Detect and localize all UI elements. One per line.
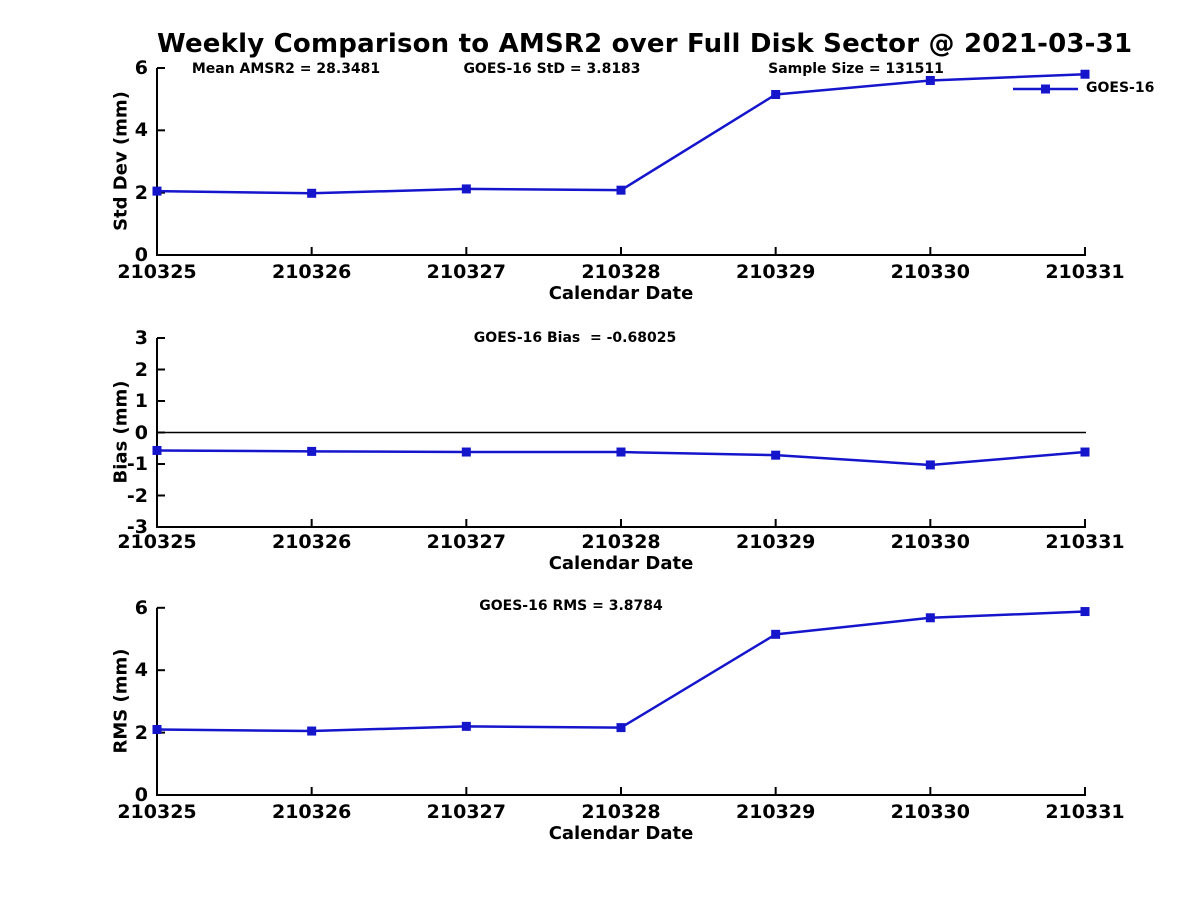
y-tick-label: -3 xyxy=(126,516,148,538)
x-tick-label: 210331 xyxy=(1045,531,1125,553)
x-tick-label: 210330 xyxy=(890,801,970,823)
figure-title: Weekly Comparison to AMSR2 over Full Dis… xyxy=(157,29,1133,59)
y-tick-label: 1 xyxy=(134,390,148,412)
x-tick-label: 210330 xyxy=(890,261,970,283)
annotation-goes16-rms: GOES-16 RMS = 3.8784 xyxy=(479,598,663,614)
x-tick-label: 210331 xyxy=(1045,801,1125,823)
x-tick-label: 210328 xyxy=(581,801,661,823)
y-tick-label: 2 xyxy=(134,358,148,381)
x-tick-label: 210329 xyxy=(735,801,816,823)
y-tick-label: 2 xyxy=(134,721,148,744)
series-marker-square xyxy=(461,721,471,731)
series-line-goes16 xyxy=(156,610,1086,733)
x-axis-title-bias: Calendar Date xyxy=(548,553,694,574)
series-marker-square xyxy=(152,445,162,455)
x-tick-label: 210328 xyxy=(581,261,661,283)
series-marker-square xyxy=(1080,607,1090,617)
x-axis-title-rms: Calendar Date xyxy=(548,823,694,844)
series-marker-square xyxy=(616,447,626,457)
series-marker-square xyxy=(307,188,317,198)
legend-marker-square xyxy=(1041,84,1050,94)
x-tick-label: 210325 xyxy=(117,801,197,823)
series-marker-square xyxy=(307,446,317,456)
series-marker-square xyxy=(925,460,935,470)
series-marker-square xyxy=(1080,447,1090,457)
x-tick-label: 210328 xyxy=(581,531,661,553)
x-tick-label: 210327 xyxy=(426,531,506,553)
x-tick-label: 210325 xyxy=(117,261,197,283)
x-tick-label: 210331 xyxy=(1045,261,1125,283)
annotation-goes16-std: GOES-16 StD = 3.8183 xyxy=(463,61,641,77)
x-tick-label: 210326 xyxy=(271,261,352,283)
y-tick-label: 6 xyxy=(134,57,148,79)
x-tick-label: 210329 xyxy=(735,531,816,553)
series-line-goes16 xyxy=(156,72,1086,195)
y-tick-label: 3 xyxy=(134,327,148,349)
x-tick-label: 210329 xyxy=(735,261,816,283)
series-marker-square xyxy=(925,75,935,85)
y-tick-label: 6 xyxy=(134,596,148,619)
y-tick-label: 4 xyxy=(134,119,148,142)
x-tick-label: 210326 xyxy=(271,801,352,823)
series-marker-square xyxy=(771,450,781,460)
series-marker-square xyxy=(771,89,781,99)
y-tick-label: 0 xyxy=(134,784,148,806)
y-tick-label: -2 xyxy=(126,484,148,507)
annotation-goes16-bias: GOES-16 Bias = -0.68025 xyxy=(473,330,677,346)
series-marker-square xyxy=(616,723,626,733)
x-axis-title-std-dev: Calendar Date xyxy=(548,283,694,304)
y-tick-label: 0 xyxy=(134,244,148,266)
y-tick-label: 2 xyxy=(134,181,148,204)
series-marker-square xyxy=(152,724,162,734)
series-marker-square xyxy=(771,629,781,639)
x-tick-label: 210327 xyxy=(426,801,506,823)
y-axis-title-std-dev: Std Dev (mm) xyxy=(110,91,132,231)
x-tick-label: 210327 xyxy=(426,261,506,283)
y-tick-label: 0 xyxy=(134,421,148,444)
annotation-mean-amsr2: Mean AMSR2 = 28.3481 xyxy=(191,61,381,77)
series-marker-square xyxy=(925,613,935,623)
series-marker-square xyxy=(616,185,626,195)
series-marker-square xyxy=(152,186,162,196)
x-tick-label: 210326 xyxy=(271,531,352,553)
series-marker-square xyxy=(1080,69,1090,79)
x-tick-label: 210325 xyxy=(117,531,197,553)
y-tick-label: 4 xyxy=(134,659,148,682)
legend-label-goes16: GOES-16 xyxy=(1086,80,1155,96)
series-marker-square xyxy=(307,726,317,736)
annotation-sample-size: Sample Size = 131511 xyxy=(768,61,944,77)
series-marker-square xyxy=(461,184,471,194)
series-marker-square xyxy=(461,447,471,457)
y-tick-label: -1 xyxy=(126,453,148,475)
x-tick-label: 210330 xyxy=(890,531,970,553)
